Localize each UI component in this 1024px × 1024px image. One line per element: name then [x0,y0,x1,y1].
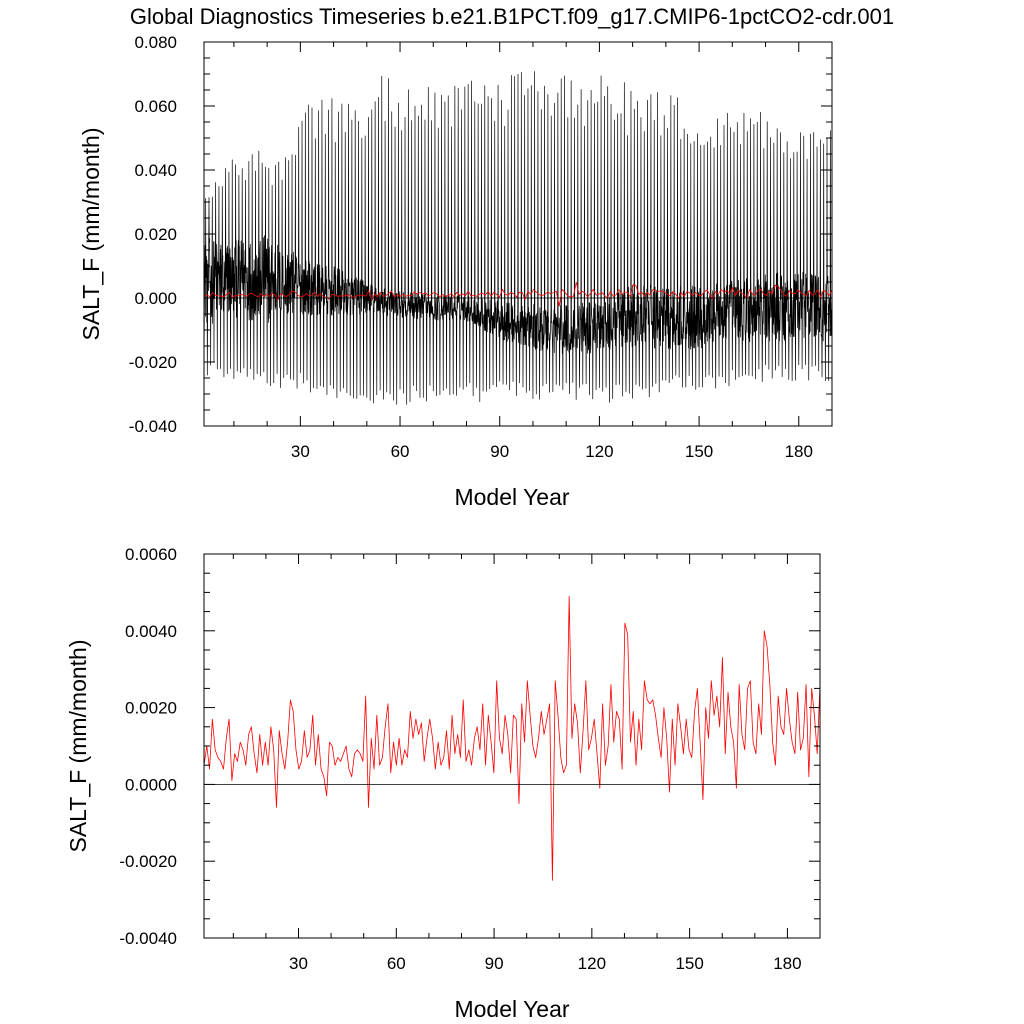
panel-0-xtick-label: 60 [391,442,410,461]
panel-top-xlabel: Model Year [454,484,569,510]
panel-top-ylabel: SALT_F (mm/month) [78,128,104,341]
panel-0-xtick-label: 90 [490,442,509,461]
panel-1-xtick-label: 180 [773,954,801,973]
panel-1-ytick-label: 0.0020 [125,699,177,718]
panel-1-ytick-label: -0.0040 [119,929,177,948]
panel-0-series-monthly [204,71,832,405]
panel-bottom-xlabel: Model Year [454,996,569,1022]
panel-0-xtick-label: 120 [585,442,613,461]
panel-0-ytick-label: -0.020 [129,353,177,372]
figure-title: Global Diagnostics Timeseries b.e21.B1PC… [130,4,894,29]
panel-0-ytick-label: 0.040 [134,161,177,180]
panel-bottom-plot-area [204,595,820,881]
panel-1-series-annual [204,595,820,881]
panel-1-xtick-label: 150 [675,954,703,973]
panel-0-ytick-label: 0.080 [134,33,177,52]
panel-1-ytick-label: 0.0060 [125,545,177,564]
panel-bottom: 30 60 90 120 150 180 -0.0040 -0.0020 0.0000 0.002… [65,545,821,1022]
panel-0-ytick-label: 0.020 [134,225,177,244]
panel-1-ytick-label: 0.0000 [125,775,177,794]
panel-1-xtick-label: 30 [289,954,308,973]
panel-1-ytick-label: 0.0040 [125,622,177,641]
panel-1-xtick-label: 90 [485,954,504,973]
panel-top-plot-area [204,71,832,405]
panel-top: 30 60 90 120 150 180 -0.040 -0.020 0.000 0.020 0.0… [78,33,833,510]
panel-0-ytick-label: 0.000 [134,289,177,308]
panel-bottom-axes: 30 60 90 120 150 180 -0.0040 -0.0020 0.0000 0.002… [119,545,821,973]
panel-0-xtick-label: 30 [291,442,310,461]
panel-0-ytick-label: 0.060 [134,97,177,116]
panel-0-series-annual [204,281,832,307]
panel-0-ytick-label: -0.040 [129,417,177,436]
panel-top-axes: 30 60 90 120 150 180 -0.040 -0.020 0.000 0.020 0.0… [129,33,833,461]
panel-1-xtick-label: 60 [387,954,406,973]
panel-0-xtick-label: 150 [685,442,713,461]
panel-0-xtick-label: 180 [785,442,813,461]
panel-1-ytick-label: -0.0020 [119,852,177,871]
panel-bottom-ylabel: SALT_F (mm/month) [65,640,91,853]
panel-1-xtick-label: 120 [578,954,606,973]
